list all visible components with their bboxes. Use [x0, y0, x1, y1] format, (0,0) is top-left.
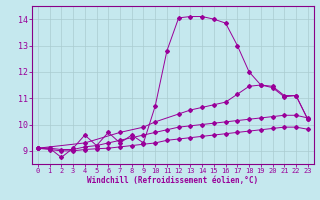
X-axis label: Windchill (Refroidissement éolien,°C): Windchill (Refroidissement éolien,°C): [87, 176, 258, 185]
